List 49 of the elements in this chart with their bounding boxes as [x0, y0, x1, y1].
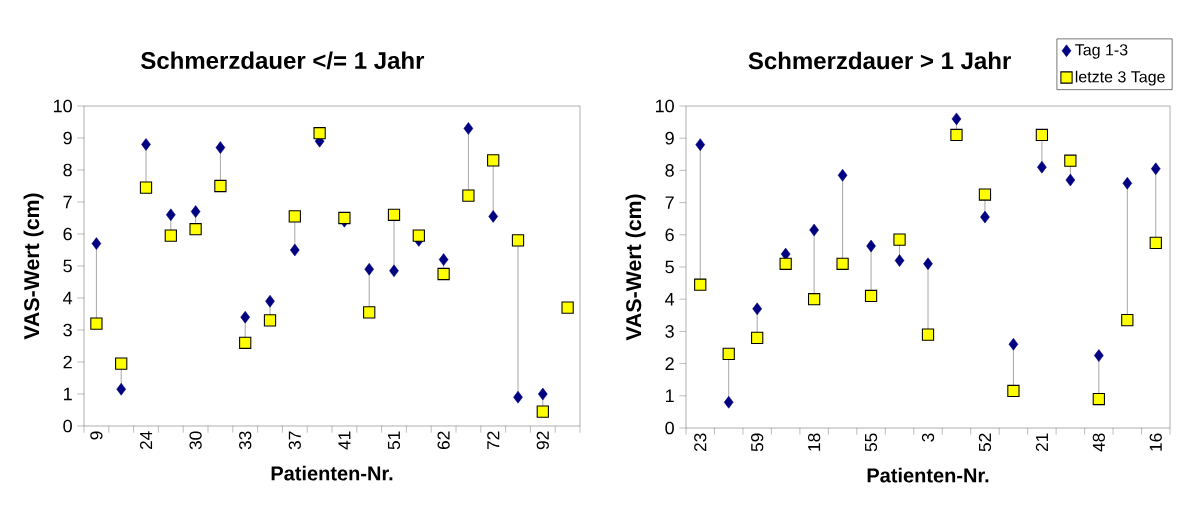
- y-tick-label: 8: [665, 164, 674, 177]
- y-tick-label: 1: [64, 387, 72, 401]
- x-tick-label: 23: [694, 433, 707, 452]
- chart-title: Schmerzdauer > 1 Jahr: [748, 51, 1011, 70]
- x-tick-label: 16: [1149, 433, 1162, 451]
- x-tick-label: 72: [487, 431, 500, 450]
- x-tick-label: 62: [437, 431, 450, 450]
- y-tick-label: 5: [63, 259, 72, 273]
- y-tick-label: 4: [63, 291, 73, 305]
- y-tick-label: 5: [665, 260, 674, 274]
- x-tick-label: 9: [90, 431, 103, 440]
- y-tick-label: 10: [53, 99, 72, 113]
- x-axis-title: Patienten-Nr.: [867, 467, 989, 483]
- y-tick-label: 3: [665, 325, 674, 338]
- y-tick-label: 6: [665, 228, 674, 242]
- x-tick-label: 48: [1092, 433, 1105, 452]
- y-tick-label: 7: [665, 196, 674, 209]
- x-tick-label: 18: [807, 433, 821, 451]
- y-axis-title: VAS-Wert (cm): [23, 193, 44, 340]
- x-tick-label: 55: [865, 433, 878, 452]
- y-tick-label: 2: [665, 357, 674, 370]
- y-tick-label: 0: [63, 419, 72, 433]
- y-tick-label: 8: [63, 163, 72, 177]
- y-tick-label: 10: [655, 99, 674, 113]
- x-axis-title: Patienten-Nr.: [271, 465, 393, 481]
- x-tick-label: 59: [751, 433, 764, 452]
- x-tick-label: 92: [536, 431, 549, 450]
- x-tick-label: 51: [387, 431, 401, 450]
- y-tick-label: 9: [63, 131, 72, 145]
- y-tick-label: 7: [63, 195, 72, 209]
- x-tick-label: 52: [978, 433, 992, 452]
- legend-label: Tag 1-3: [1075, 44, 1128, 59]
- y-tick-label: 2: [63, 355, 72, 369]
- x-tick-label: 3: [921, 433, 935, 442]
- y-tick-label: 9: [665, 131, 674, 145]
- x-tick-label: 33: [239, 431, 252, 450]
- y-tick-label: 6: [63, 227, 72, 241]
- y-tick-label: 3: [63, 323, 72, 337]
- chart-title: Schmerzdauer </= 1 Jahr: [141, 51, 425, 70]
- x-tick-label: 24: [139, 431, 153, 450]
- legend-label: letzte 3 Tage: [1075, 70, 1165, 86]
- x-tick-label: 30: [189, 431, 202, 450]
- x-tick-label: 41: [338, 431, 351, 450]
- x-tick-label: 21: [1035, 433, 1048, 452]
- x-tick-label: 37: [288, 431, 301, 450]
- y-tick-label: 1: [666, 389, 674, 402]
- y-tick-label: 4: [665, 293, 675, 306]
- y-axis-title: VAS-Wert (cm): [625, 194, 646, 341]
- y-tick-label: 0: [665, 421, 674, 435]
